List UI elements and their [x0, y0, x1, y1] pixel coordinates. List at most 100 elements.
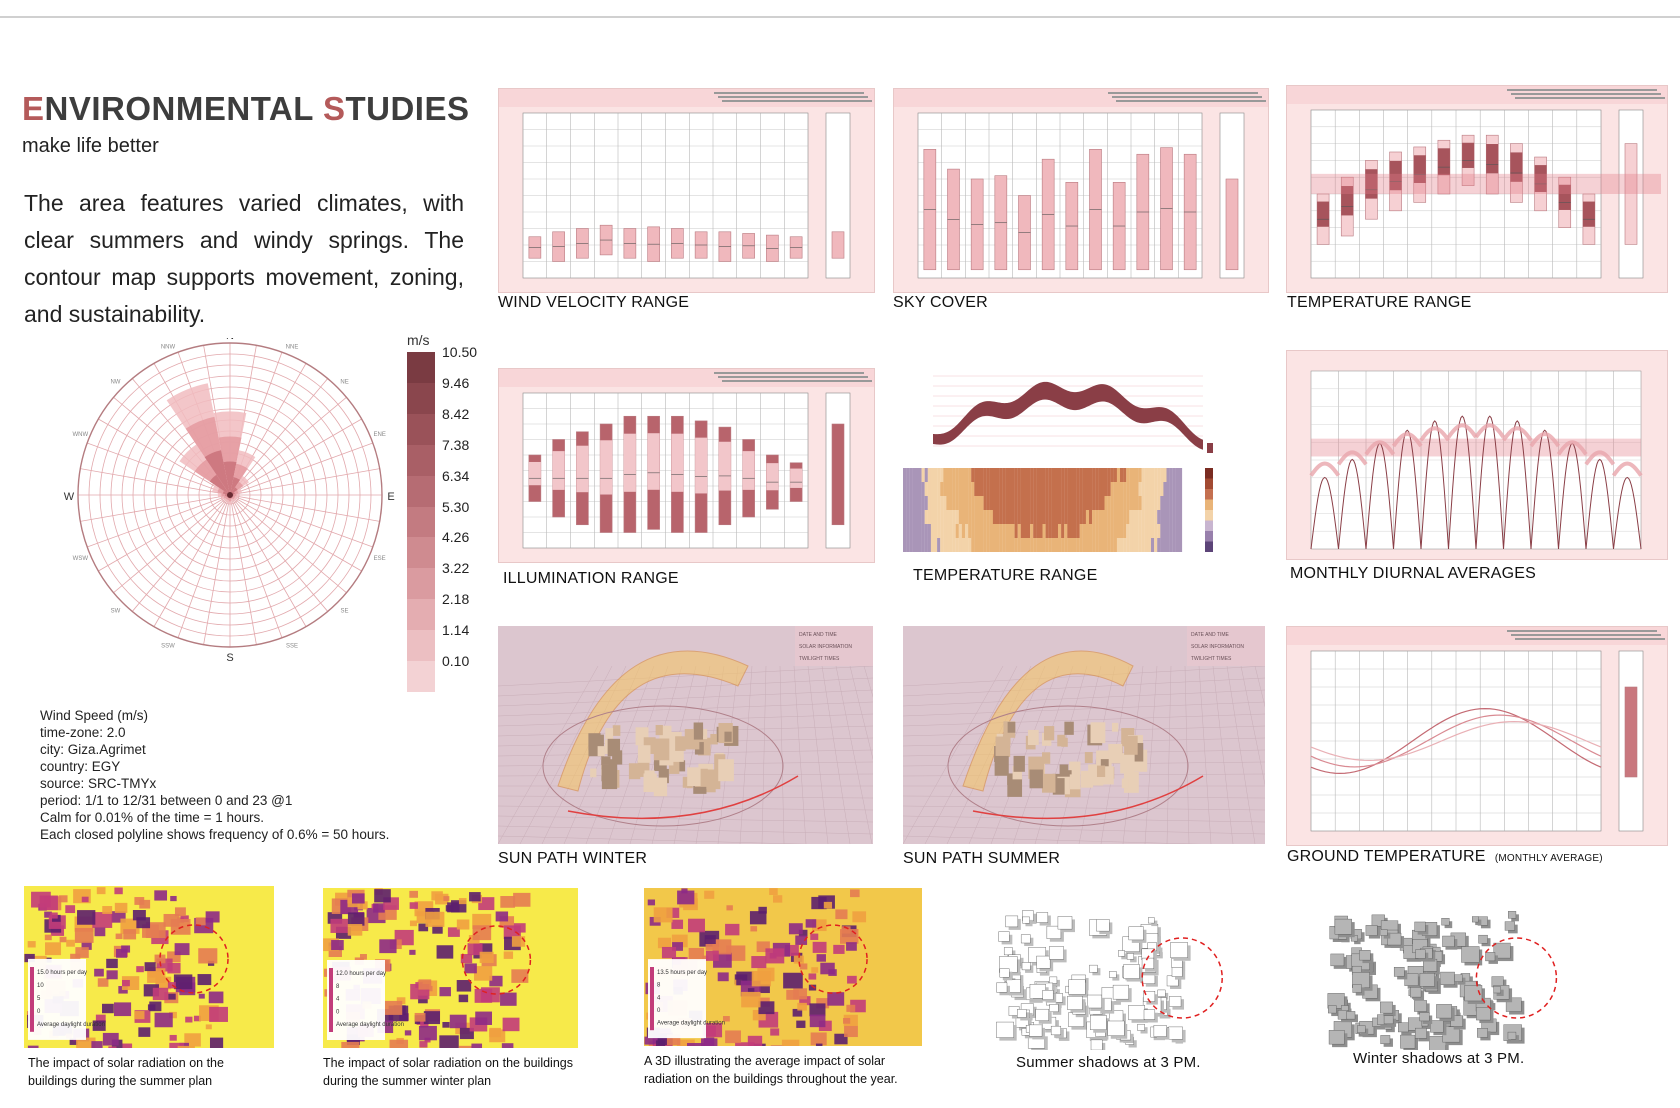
- radiation-building: [705, 950, 719, 961]
- radiation-building: [464, 963, 477, 974]
- radiation-building: [27, 1045, 39, 1048]
- legend-swatch: [407, 413, 435, 445]
- building-block: [612, 750, 623, 765]
- radiation-building: [751, 956, 767, 969]
- radiation-building: [359, 954, 367, 960]
- radiation-building: [783, 972, 803, 989]
- shadow-building: [1419, 1012, 1430, 1022]
- radiation-building: [114, 887, 123, 895]
- ground-temp-curve: [1310, 714, 1602, 768]
- building-block: [693, 726, 704, 740]
- building-block: [1052, 778, 1065, 795]
- box-inner: [1462, 142, 1475, 168]
- box-inner: [1486, 144, 1499, 174]
- shadow-building: [1442, 935, 1455, 947]
- radiation-building: [96, 887, 106, 895]
- shadow-building: [1493, 986, 1501, 994]
- shadow-building: [1035, 1008, 1049, 1021]
- box-inner: [1558, 184, 1571, 210]
- annual-box: [1624, 686, 1638, 778]
- radiation-building: [92, 912, 113, 928]
- radiation-building: [820, 962, 835, 975]
- wind-info-line: city: Giza.Agrimet: [40, 742, 146, 757]
- radiation-building: [91, 1041, 103, 1048]
- radiation-building: [139, 899, 151, 909]
- wind-rose-label: NW: [110, 379, 120, 385]
- radiation-building: [404, 1030, 412, 1036]
- wind-rose-label: SW: [111, 609, 121, 615]
- shadow-building: [1005, 915, 1019, 928]
- radiation-building: [185, 1016, 193, 1023]
- radiation-building: [169, 1042, 184, 1048]
- radiation-building: [173, 974, 193, 990]
- building-block: [1124, 735, 1138, 755]
- radiation-building: [409, 890, 418, 898]
- radiation-map-summer: 15.0 hours per day 10 5 0 Average daylight d…: [24, 886, 274, 1048]
- shadow-building: [1022, 916, 1030, 924]
- caption-radiation-summer: The impact of solar radiation on the bui…: [28, 1056, 224, 1088]
- building-block: [637, 745, 651, 763]
- wind-rose-label: W: [64, 491, 75, 503]
- building-block: [677, 760, 686, 772]
- radiation-building: [81, 896, 89, 903]
- shadow-building: [1476, 1007, 1491, 1021]
- caption-wind-velocity: WIND VELOCITY RANGE: [498, 294, 690, 311]
- shadow-building: [1477, 1028, 1488, 1038]
- building-block: [669, 759, 680, 774]
- radiation-building: [666, 1034, 681, 1046]
- radiation-building: [701, 1038, 718, 1046]
- sun-menu-item: TWILIGHT TIMES: [799, 656, 840, 662]
- building-block: [1042, 773, 1056, 793]
- building-block: [644, 770, 655, 785]
- radiation-building: [741, 991, 761, 1008]
- radiation-building: [687, 1043, 706, 1046]
- shadow-building: [1096, 919, 1110, 932]
- caption-sun-path-winter: SUN PATH WINTER: [498, 850, 648, 867]
- shadow-building: [1328, 1030, 1345, 1045]
- radiation-building: [66, 939, 75, 947]
- radiation-building: [419, 1041, 428, 1048]
- radiation-building: [425, 911, 445, 927]
- box-inner: [1534, 165, 1547, 192]
- summer-shadow-map: [995, 890, 1255, 1050]
- radiation-map-3d: 13.5 hours per day 8 4 0 Average daylight du…: [644, 888, 922, 1046]
- radiation-building: [138, 1027, 151, 1037]
- radiation-building: [688, 918, 705, 933]
- shadow-building: [1352, 984, 1362, 993]
- wind-rose-label: SSW: [161, 644, 175, 650]
- building-block: [605, 728, 614, 739]
- radiation-building: [459, 1027, 474, 1040]
- shadow-building: [1441, 918, 1450, 926]
- radiation-building: [788, 923, 803, 935]
- shadow-building: [1414, 1000, 1427, 1012]
- shadow-building: [1410, 987, 1422, 998]
- building-block: [1069, 761, 1081, 778]
- shadow-building: [1090, 1039, 1103, 1050]
- sky-cover-chart: [893, 88, 1269, 293]
- shadow-building: [1472, 916, 1479, 923]
- box-inner: [695, 437, 708, 494]
- wind-velocity-chart: [498, 88, 875, 293]
- shadow-building: [1170, 942, 1188, 958]
- radiation-building: [167, 951, 181, 963]
- shadow-building: [1346, 1011, 1356, 1020]
- radiation-building: [149, 1001, 162, 1012]
- sun-path-winter-image: DATE AND TIME SOLAR INFORMATION TWILIGHT T…: [498, 626, 873, 844]
- radiation-building: [797, 1002, 807, 1011]
- sun-menu-item: SOLAR INFORMATION: [1191, 644, 1244, 650]
- building-block: [1096, 765, 1106, 778]
- radiation-building: [111, 911, 126, 923]
- sun-menu-item: DATE AND TIME: [799, 632, 838, 638]
- radiation-building: [74, 927, 94, 943]
- radiation-building: [123, 929, 137, 940]
- wind-rose-label: ENE: [373, 432, 385, 438]
- radiation-legend-label: 15.0 hours per day: [37, 970, 87, 976]
- radiation-building: [456, 919, 470, 930]
- radiation-building: [816, 998, 830, 1009]
- radiation-building: [374, 889, 391, 903]
- radiation-building: [735, 1042, 755, 1046]
- radiation-building: [414, 1012, 426, 1022]
- radiation-building: [27, 941, 36, 948]
- box-inner: [671, 433, 684, 492]
- radiation-building: [102, 1003, 114, 1014]
